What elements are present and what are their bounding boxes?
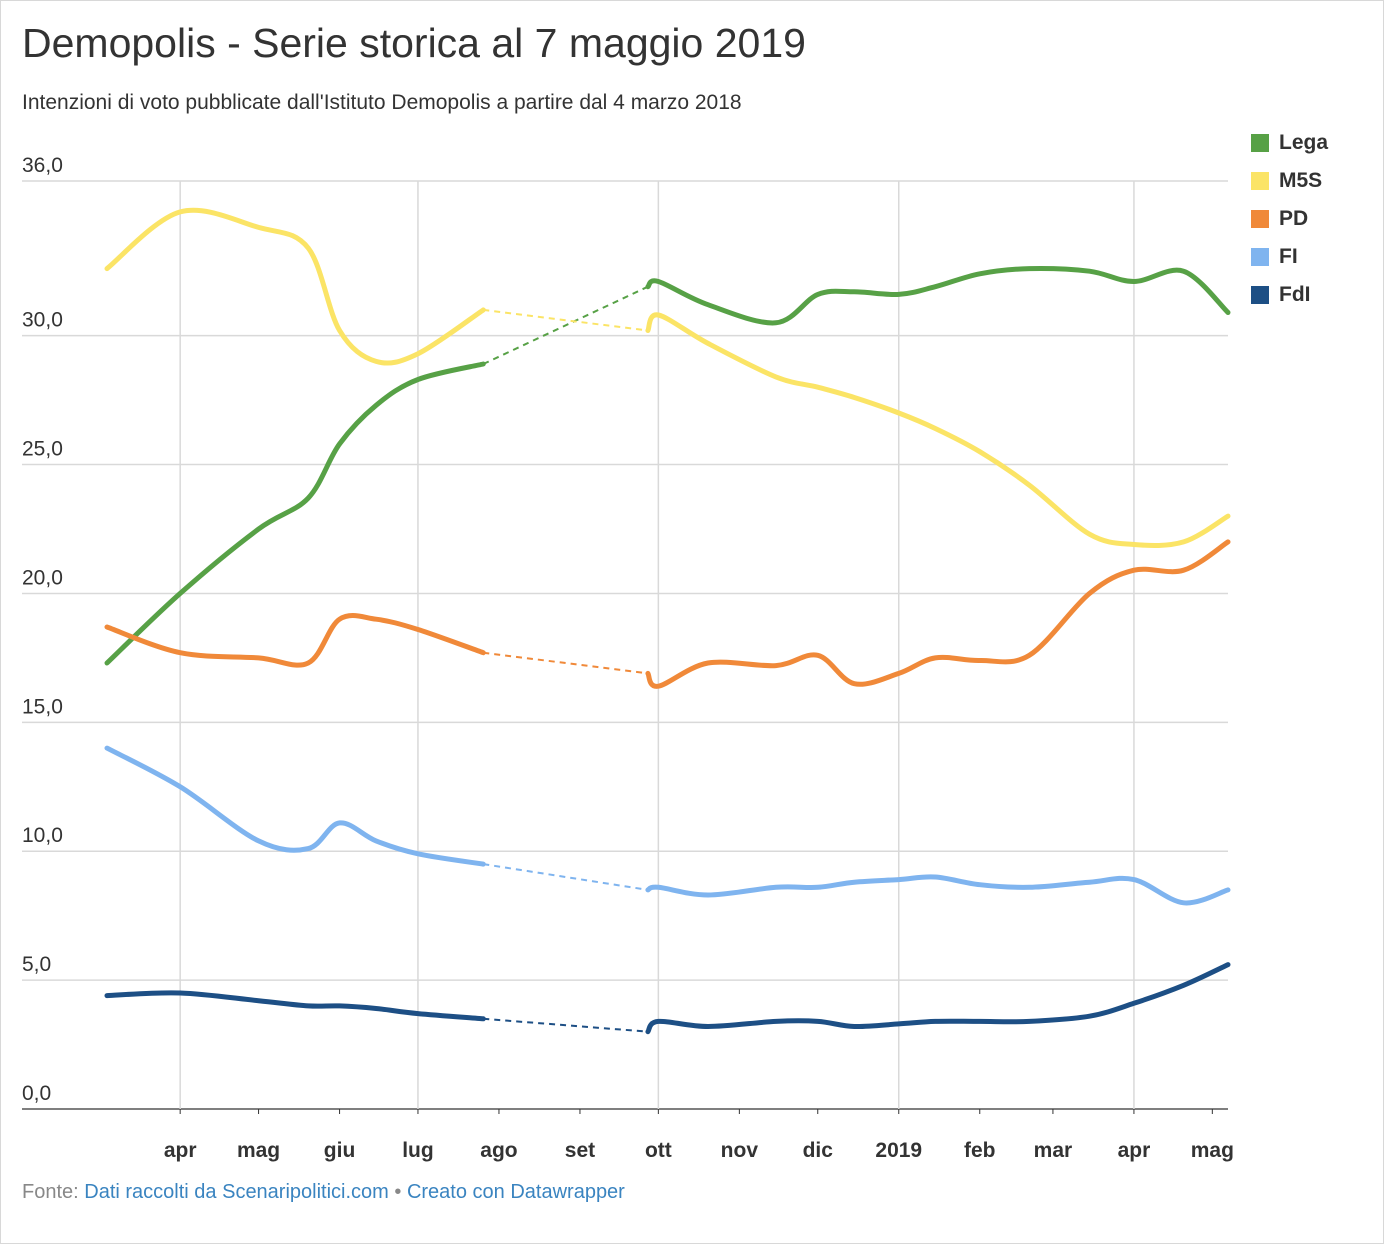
- y-tick-label: 25,0: [22, 438, 63, 461]
- series-gap-fdi: [483, 1017, 648, 1033]
- y-tick-label: 20,0: [22, 566, 63, 589]
- series-line-lega: [104, 361, 486, 666]
- series-line-m5s: [645, 312, 1231, 548]
- y-tick-label: 5,0: [22, 953, 51, 976]
- legend-swatch: [1251, 134, 1269, 152]
- y-tick-label: 0,0: [22, 1082, 51, 1105]
- x-tick-label: apr: [1118, 1139, 1151, 1162]
- x-tick-label: lug: [402, 1139, 434, 1162]
- legend-label: PD: [1279, 207, 1309, 230]
- legend-swatch: [1251, 172, 1269, 190]
- legend-item-pd: PD: [1251, 200, 1328, 238]
- series-line-fdi: [104, 990, 486, 1022]
- x-tick-label: dic: [803, 1139, 834, 1162]
- series-gap-m5s: [483, 308, 649, 332]
- y-tick-label: 30,0: [22, 309, 63, 332]
- x-tick-label: feb: [964, 1139, 996, 1162]
- y-tick-label: 10,0: [22, 824, 63, 847]
- x-tick-label: set: [565, 1139, 595, 1162]
- legend-swatch: [1251, 248, 1269, 266]
- series-line-fi: [645, 874, 1231, 906]
- footer-prefix: Fonte:: [22, 1181, 85, 1203]
- series-line-fi: [104, 745, 486, 867]
- series-gap-fi: [483, 863, 649, 891]
- x-tick-label: nov: [721, 1139, 759, 1162]
- legend-label: FI: [1279, 245, 1298, 268]
- y-tick-label: 15,0: [22, 695, 63, 718]
- x-tick-label: mar: [1034, 1139, 1073, 1162]
- series-pd: [104, 539, 1231, 689]
- series-fi: [104, 745, 1231, 906]
- series-line-pd: [645, 539, 1231, 689]
- series-lega: [104, 266, 1231, 666]
- y-tick-label: 36,0: [22, 154, 63, 177]
- source-link[interactable]: Dati raccolti da Scenaripolitici.com: [84, 1181, 389, 1203]
- legend-item-fdi: FdI: [1251, 276, 1328, 314]
- series-line-lega: [645, 266, 1231, 326]
- chart-title: Demopolis - Serie storica al 7 maggio 20…: [22, 20, 806, 66]
- series-line-fdi: [645, 962, 1231, 1035]
- series-line-pd: [104, 613, 486, 668]
- legend-label: M5S: [1279, 169, 1323, 192]
- x-tick-label: mag: [1191, 1139, 1234, 1162]
- series-gap-lega: [482, 285, 649, 365]
- legend-label: FdI: [1279, 283, 1311, 306]
- x-tick-label: mag: [237, 1139, 280, 1162]
- series-fdi: [104, 962, 1231, 1035]
- footer: Fonte: Dati raccolti da Scenaripolitici.…: [22, 1181, 625, 1204]
- x-tick-label: ago: [480, 1139, 517, 1162]
- series-gap-pd: [483, 651, 649, 675]
- x-tick-label: 2019: [875, 1139, 922, 1162]
- x-tick-label: giu: [324, 1139, 356, 1162]
- legend: Lega M5S PD FI FdI: [1251, 124, 1328, 314]
- legend-item-m5s: M5S: [1251, 162, 1328, 200]
- axis-layer: 0,0 5,0 10,0 15,0 20,0 25,0 30,0 36,0 apr mag giu l…: [22, 154, 1234, 1162]
- series-line-m5s: [104, 207, 486, 366]
- chart-subtitle: Intenzioni di voto pubblicate dall'Istit…: [22, 91, 742, 114]
- datawrapper-link[interactable]: Creato con Datawrapper: [406, 1181, 625, 1203]
- series-layer: [104, 207, 1231, 1035]
- legend-item-lega: Lega: [1251, 124, 1328, 162]
- x-tick-label: apr: [164, 1139, 197, 1162]
- legend-item-fi: FI: [1251, 238, 1328, 276]
- legend-swatch: [1251, 286, 1269, 304]
- footer-separator: •: [388, 1181, 407, 1203]
- x-tick-label: ott: [645, 1139, 672, 1162]
- series-m5s: [104, 207, 1231, 548]
- legend-swatch: [1251, 210, 1269, 228]
- grid-layer: [22, 180, 1228, 1110]
- legend-label: Lega: [1279, 131, 1329, 154]
